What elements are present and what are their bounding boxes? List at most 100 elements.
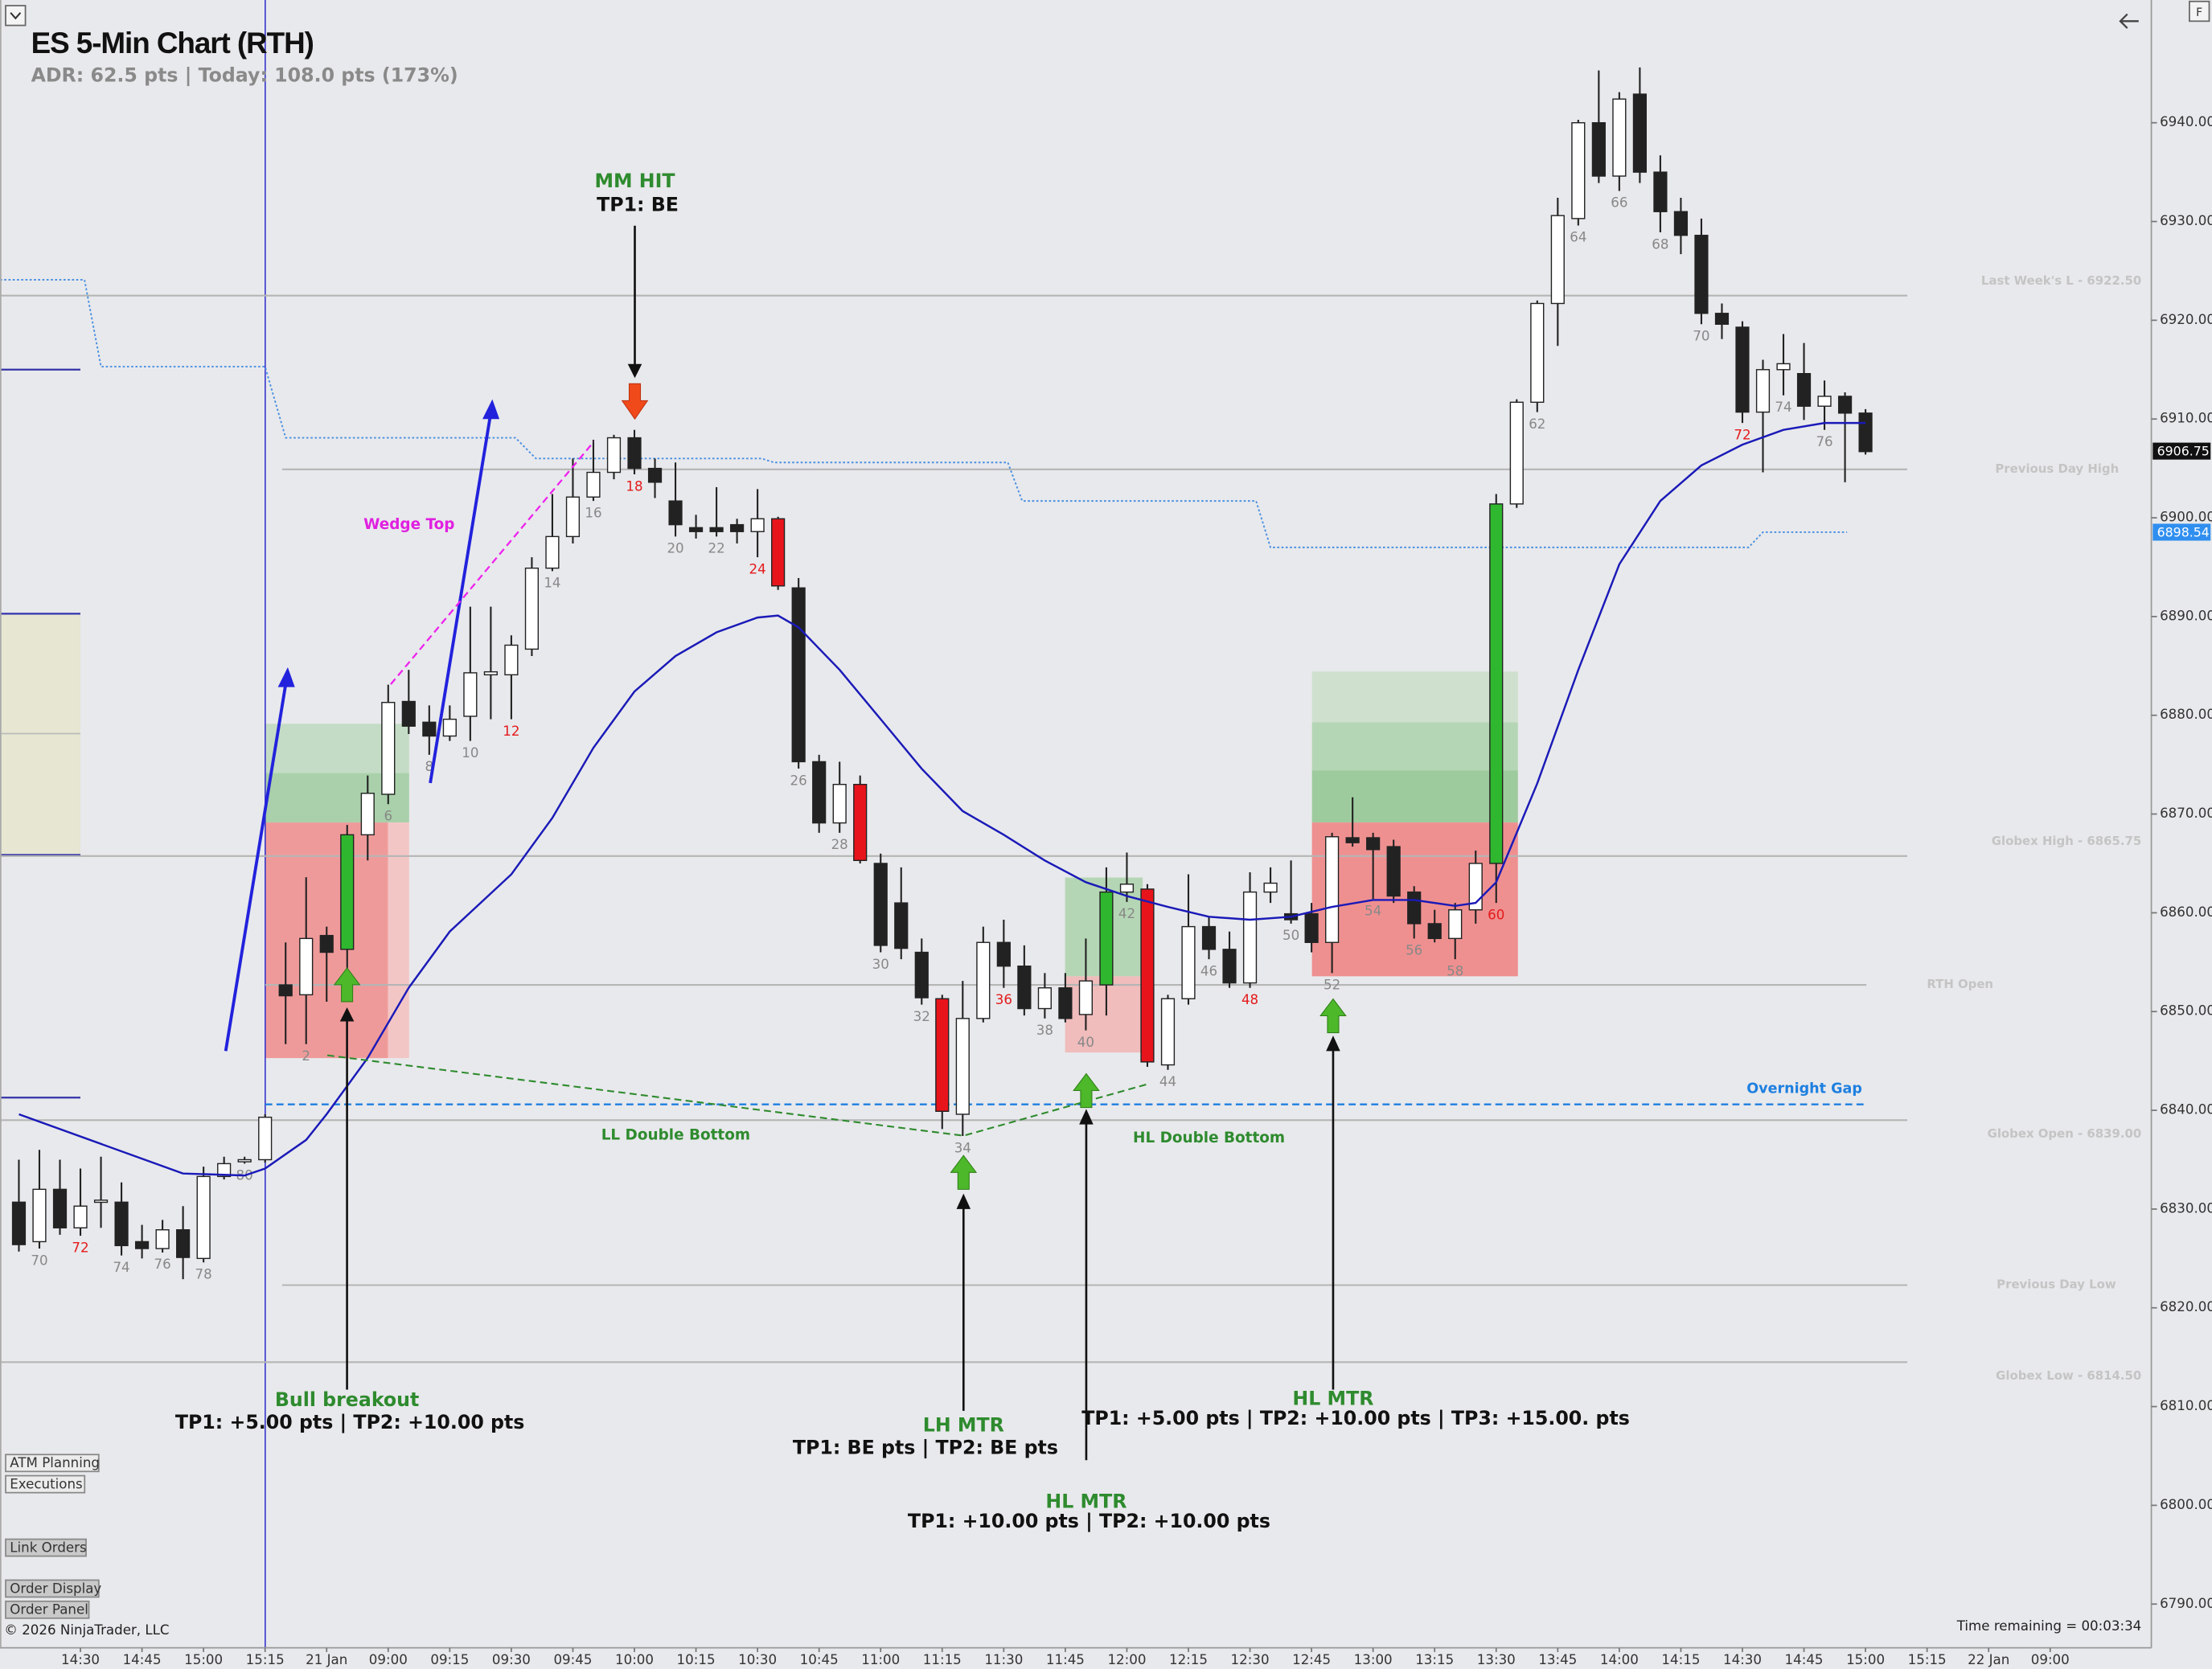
y-tick-label: 6840.00 xyxy=(2160,1102,2212,1117)
bar-number: 78 xyxy=(195,1267,212,1282)
axes: 6790.00 6800.00 6810.00 6820.00 6830.00 6840.… xyxy=(61,114,2212,1667)
price-tag-label: 6906.75 xyxy=(2157,444,2210,459)
bar-number: 36 xyxy=(995,992,1012,1007)
x-tick-label: 10:30 xyxy=(738,1652,777,1667)
bar-number: 76 xyxy=(154,1257,171,1272)
sell-arrow xyxy=(621,383,649,420)
level-label: Previous Day Low xyxy=(1997,1277,2116,1291)
chart-title: ES 5-Min Chart (RTH) xyxy=(31,27,314,59)
candle-body xyxy=(93,1199,109,1204)
candle-body xyxy=(1673,211,1689,236)
pattern-label: Wedge Top xyxy=(363,516,454,533)
risk-zone xyxy=(388,822,409,1059)
y-tick-label: 6880.00 xyxy=(2160,707,2212,722)
annotation-detail: TP1: BE xyxy=(597,194,679,216)
bar-number: 70 xyxy=(1693,329,1709,344)
bar-number: 44 xyxy=(1159,1074,1176,1089)
back-button[interactable] xyxy=(2119,13,2139,29)
x-tick-label: 12:15 xyxy=(1169,1652,1208,1667)
candle-body xyxy=(299,937,314,996)
annotation-title: LH MTR xyxy=(923,1414,1004,1437)
bar-number: 54 xyxy=(1365,903,1381,918)
level-label: Globex High - 6865.75 xyxy=(1992,834,2141,848)
toolbar-button[interactable] xyxy=(5,1454,100,1473)
candle-body xyxy=(1181,925,1196,999)
target-zone xyxy=(1311,671,1518,723)
candle-body xyxy=(1160,998,1176,1066)
toolbar-button[interactable] xyxy=(5,1474,86,1494)
candle-body xyxy=(1078,980,1094,1015)
panel-toggle[interactable] xyxy=(2189,0,2210,23)
bar-number: 20 xyxy=(667,541,683,556)
x-tick-label: 13:45 xyxy=(1538,1652,1577,1667)
bar-number: 74 xyxy=(1775,400,1791,415)
candle-body xyxy=(709,527,724,532)
bar-number: 76 xyxy=(1816,434,1832,449)
candle-body xyxy=(771,518,786,587)
x-tick-label: 14:15 xyxy=(1661,1652,1700,1667)
candle-body xyxy=(1345,837,1360,843)
x-tick-label: 22 Jan xyxy=(1968,1652,2009,1667)
bar-number: 58 xyxy=(1447,963,1463,978)
menu-toggle[interactable] xyxy=(5,5,27,27)
candle-body xyxy=(730,523,745,532)
buy-arrow xyxy=(1073,1072,1100,1109)
menu-toggle-icon xyxy=(10,12,22,20)
toolbar-button[interactable] xyxy=(5,1579,100,1598)
x-tick-label: 21 Jan xyxy=(306,1652,347,1667)
y-tick-label: 6920.00 xyxy=(2160,312,2212,327)
x-tick-label: 14:45 xyxy=(123,1652,162,1667)
toolbar-button-label: Order Panel xyxy=(10,1602,88,1618)
level-label: Last Week's L - 6922.50 xyxy=(1981,273,2141,288)
candle-body xyxy=(319,934,334,953)
pattern-label: HL Double Bottom xyxy=(1133,1130,1285,1146)
bar-number: 52 xyxy=(1324,978,1340,993)
candle-body xyxy=(1386,846,1401,897)
candle-body xyxy=(278,984,293,997)
candle-body xyxy=(1325,836,1340,943)
candle-body xyxy=(1837,396,1853,414)
y-tick-label: 6910.00 xyxy=(2160,411,2212,426)
candle-body xyxy=(586,471,601,498)
target-zone xyxy=(1311,722,1518,771)
candle-body xyxy=(237,1158,252,1163)
candle-body xyxy=(1735,326,1750,413)
candle-body xyxy=(196,1175,211,1260)
candle-body xyxy=(340,834,355,950)
bar-number: 60 xyxy=(1488,907,1504,922)
y-tick-label: 6800.00 xyxy=(2160,1497,2212,1512)
bar-number: 18 xyxy=(626,478,642,494)
candle-body xyxy=(1571,121,1586,219)
level-label: Globex Open - 6839.00 xyxy=(1988,1126,2142,1141)
candle-body xyxy=(976,941,991,1019)
toolbar-button[interactable] xyxy=(5,1538,87,1557)
candle-body xyxy=(1550,215,1565,305)
x-tick-label: 15:00 xyxy=(1846,1652,1885,1667)
toolbar-button[interactable] xyxy=(5,1600,90,1619)
arrow-head xyxy=(482,399,500,420)
bar-number: 12 xyxy=(503,724,519,739)
candle-body xyxy=(1591,121,1606,177)
y-tick-label: 6830.00 xyxy=(2160,1200,2212,1216)
arrow-head xyxy=(1079,1109,1094,1125)
x-tick-label: 13:00 xyxy=(1354,1652,1393,1667)
candle-body xyxy=(1140,888,1155,1063)
bar-number: 48 xyxy=(1241,992,1258,1007)
x-tick-label: 15:00 xyxy=(184,1652,223,1667)
y-tick-label: 6890.00 xyxy=(2160,608,2212,623)
candle-body xyxy=(668,500,683,526)
candle-body xyxy=(381,702,396,795)
x-tick-label: 11:15 xyxy=(923,1652,962,1667)
trend-line xyxy=(224,679,289,1052)
x-tick-label: 12:00 xyxy=(1107,1652,1146,1667)
buy-arrow xyxy=(950,1154,978,1190)
y-tick-label: 6790.00 xyxy=(2160,1596,2212,1611)
bar-number: 14 xyxy=(544,576,560,591)
bar-number: 24 xyxy=(749,561,766,576)
annotation-detail: TP1: +10.00 pts | TP2: +10.00 pts xyxy=(908,1510,1270,1532)
toolbar: ATM Planning Executions Link Orders Orde… xyxy=(5,1454,101,1619)
candle-body xyxy=(1222,949,1237,984)
arrow-head xyxy=(277,667,295,687)
bar-number: 22 xyxy=(708,541,724,556)
bar-number: 74 xyxy=(113,1260,129,1275)
